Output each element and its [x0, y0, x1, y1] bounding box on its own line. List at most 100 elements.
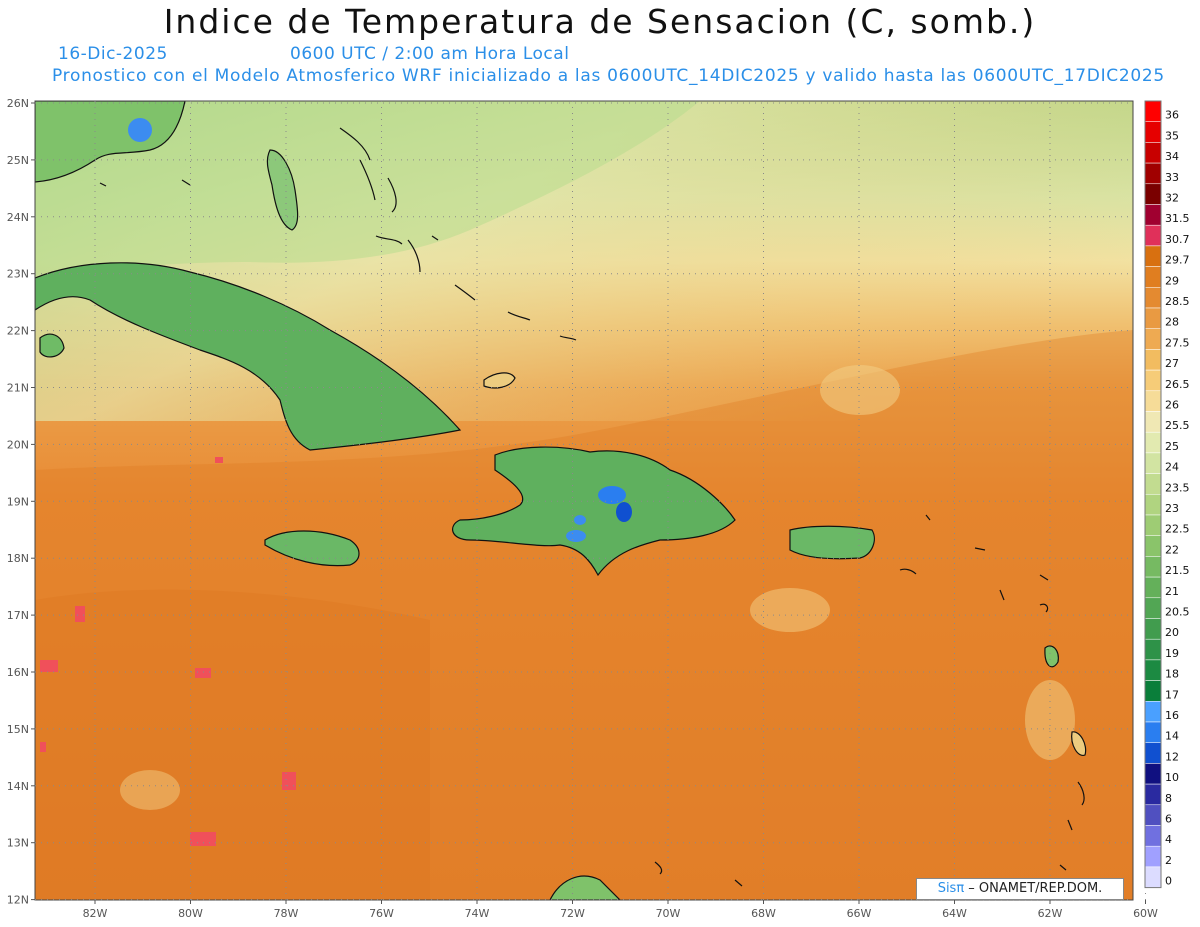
colorbar-swatch: [1144, 349, 1162, 371]
dominica: [1044, 645, 1059, 668]
lon-label: 78W: [274, 907, 299, 920]
credit-box: Sisπ – ONAMET/REP.DOM.: [916, 878, 1124, 900]
colorbar-label: 21.5: [1165, 564, 1190, 577]
colorbar-label: 19: [1165, 647, 1179, 660]
colorbar-swatch: [1144, 162, 1162, 185]
lat-label: 25N: [7, 154, 29, 167]
colorbar-label: 25.5: [1165, 419, 1190, 432]
colorbar-label: 35: [1165, 129, 1179, 142]
colorbar-label: 29: [1165, 274, 1179, 287]
lat-label: 12N: [7, 894, 29, 907]
colorbar-swatch: [1144, 804, 1162, 826]
lat-label: 20N: [7, 438, 29, 451]
hispaniola: [452, 446, 736, 577]
colorbar-swatch: [1144, 576, 1162, 599]
credit-text: – ONAMET/REP.DOM.: [964, 881, 1103, 896]
colorbar-label: 28: [1165, 316, 1179, 329]
martinique: [1071, 731, 1087, 756]
jamaica: [264, 530, 360, 567]
colorbar-swatch: [1144, 783, 1162, 806]
colorbar-swatch: [1144, 245, 1162, 267]
colorbar-swatch: [1144, 825, 1162, 847]
colorbar-swatch: [1144, 597, 1162, 619]
colorbar-label: 22: [1165, 543, 1179, 556]
cuba: [35, 262, 462, 451]
colorbar-legend: 363534333231.530.729.72928.52827.52726.5…: [1144, 100, 1190, 889]
colorbar-swatch: [1144, 100, 1162, 122]
colorbar-frame: [1144, 100, 1162, 889]
colorbar-swatch: [1144, 369, 1162, 392]
lon-label: 70W: [656, 907, 681, 920]
colorbar-swatch: [1144, 680, 1162, 702]
andros-island: [266, 149, 299, 231]
lat-label: 13N: [7, 837, 29, 850]
lat-label: 23N: [7, 268, 29, 281]
colorbar-swatch: [1144, 535, 1162, 557]
small-islands: [99, 127, 1085, 887]
colorbar-label: 17: [1165, 688, 1179, 701]
colorbar-label: 32: [1165, 192, 1179, 205]
colorbar-label: 30.7: [1165, 233, 1190, 246]
colorbar-swatch: [1144, 183, 1162, 205]
florida-cool-spot: [128, 118, 152, 142]
colorbar-swatch: [1144, 618, 1162, 640]
lat-label: 19N: [7, 495, 29, 508]
colorbar-label: 23.5: [1165, 481, 1190, 494]
colorbar-label: 20: [1165, 626, 1179, 639]
lon-label: 74W: [465, 907, 490, 920]
lon-label: 64W: [942, 907, 967, 920]
lat-label: 22N: [7, 325, 29, 338]
forecast-time: 0600 UTC / 2:00 am Hora Local: [290, 44, 570, 64]
colorbar-label: 12: [1165, 750, 1179, 763]
lat-label: 15N: [7, 723, 29, 736]
great-inagua: [483, 372, 516, 389]
colorbar-swatch: [1144, 514, 1162, 536]
lon-label: 66W: [847, 907, 872, 920]
colorbar-swatch: [1144, 224, 1162, 247]
colorbar-label: 16: [1165, 709, 1179, 722]
colorbar-swatch: [1144, 473, 1162, 495]
colorbar-swatch: [1144, 701, 1162, 723]
colorbar-swatch: [1144, 431, 1162, 454]
colorbar-label: 14: [1165, 730, 1179, 743]
colorbar-swatch: [1144, 204, 1162, 226]
colorbar-label: 4: [1165, 833, 1172, 846]
lon-label: 62W: [1038, 907, 1063, 920]
colorbar-swatch: [1144, 866, 1162, 888]
colorbar-label: 10: [1165, 771, 1179, 784]
colorbar-label: 36: [1165, 109, 1179, 122]
colorbar-label: 23: [1165, 502, 1179, 515]
colorbar-label: 29.7: [1165, 254, 1190, 267]
colorbar-label: 27: [1165, 357, 1179, 370]
colorbar-label: 21: [1165, 585, 1179, 598]
lat-label: 26N: [7, 97, 29, 110]
lat-label: 18N: [7, 552, 29, 565]
colorbar-label: 24: [1165, 461, 1179, 474]
colorbar-swatch: [1144, 266, 1162, 288]
colorbar-label: 26.5: [1165, 378, 1190, 391]
colorbar-swatch: [1144, 763, 1162, 785]
lon-label: 82W: [83, 907, 108, 920]
south-warm-patch: [35, 589, 430, 900]
colorbar-label: 34: [1165, 150, 1179, 163]
lat-label: 16N: [7, 666, 29, 679]
colorbar-swatch: [1144, 845, 1162, 868]
warm-band-southwest: [35, 330, 1133, 900]
forecast-date: 16-Dic-2025: [58, 44, 168, 64]
latitude-axis: 26N 25N 24N 23N 22N 21N 20N 19N 18N 17N 16N 15N 14N 1…: [7, 97, 35, 907]
colorbar-label: 18: [1165, 668, 1179, 681]
colorbar-label: 31.5: [1165, 212, 1190, 225]
lat-label: 24N: [7, 211, 29, 224]
colorbar-swatch: [1144, 390, 1162, 412]
map-frame: [34, 100, 1134, 901]
credit-logo: Sisπ: [937, 881, 965, 896]
colorbar-swatch: [1144, 307, 1162, 329]
land-masses: [35, 101, 1087, 900]
colorbar-swatch: [1144, 638, 1162, 661]
longitude-axis: 82W 80W 78W 76W 74W 72W 70W 68W 66W 64W 62W 60W: [83, 900, 1158, 920]
colorbar-label: 33: [1165, 171, 1179, 184]
colorbar-swatch: [1144, 328, 1162, 350]
colorbar-label: 0: [1165, 875, 1172, 888]
lon-label: 76W: [369, 907, 394, 920]
lon-label: 72W: [560, 907, 585, 920]
